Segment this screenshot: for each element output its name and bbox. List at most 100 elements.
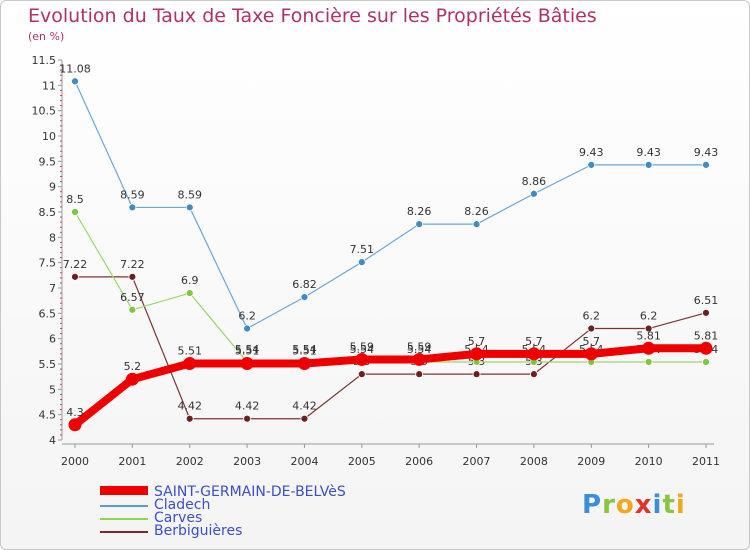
data-label: 9.43 (636, 146, 661, 159)
legend-swatch-carves (100, 518, 148, 520)
data-point (699, 341, 713, 355)
y-tick-label: 8 (49, 231, 56, 244)
legend-swatch-cladech (100, 505, 148, 507)
y-minor-tick (60, 64, 62, 66)
y-minor-tick (60, 393, 62, 395)
y-minor-tick (60, 221, 62, 223)
data-point (128, 305, 137, 314)
y-minor-tick (60, 191, 62, 193)
y-minor-tick (60, 404, 62, 406)
data-point (415, 220, 424, 229)
data-label: 4.42 (292, 400, 317, 413)
y-minor-tick (60, 419, 62, 421)
legend-label-carves: Carves (154, 510, 203, 526)
data-label: 5.7 (468, 335, 486, 348)
series-line-1 (74, 211, 707, 363)
y-minor-tick (60, 145, 62, 147)
y-tick-label: 10 (42, 130, 56, 143)
x-tick-label: 2009 (577, 455, 605, 468)
data-label: 4.42 (235, 400, 260, 413)
y-minor-tick (60, 196, 62, 198)
y-minor-tick (60, 125, 62, 127)
data-point (357, 258, 366, 267)
x-tick-label: 2000 (61, 455, 89, 468)
y-minor-tick (60, 181, 62, 183)
y-minor-tick (60, 368, 62, 370)
y-minor-tick (60, 373, 62, 375)
data-point (71, 208, 79, 216)
y-minor-tick (60, 434, 62, 436)
y-minor-tick (60, 241, 62, 243)
y-minor-tick (60, 328, 62, 330)
y-tick-label: 5 (49, 383, 56, 396)
data-point (68, 418, 82, 432)
y-minor-tick (60, 383, 62, 385)
data-point (185, 289, 194, 297)
y-minor-tick (60, 282, 62, 284)
chart-title: Evolution du Taux de Taxe Foncière sur l… (28, 5, 597, 27)
y-minor-tick (60, 155, 62, 157)
y-minor-tick (60, 322, 62, 324)
y-tick-label: 7.5 (39, 257, 57, 270)
data-label: 6.57 (120, 291, 145, 304)
y-minor-tick (60, 252, 62, 254)
y-tick-label: 11 (42, 79, 56, 92)
x-tick-label: 2001 (118, 455, 146, 468)
data-label: 8.26 (464, 205, 489, 218)
data-label: 5.54 (407, 343, 432, 356)
y-minor-tick (60, 272, 62, 274)
y-minor-tick (60, 165, 62, 167)
y-minor-tick (60, 358, 62, 360)
data-point (644, 324, 653, 333)
y-minor-tick (60, 343, 62, 345)
data-label: 4.3 (66, 406, 84, 419)
x-tick-label: 2008 (520, 455, 548, 468)
data-label: 5.81 (636, 329, 661, 342)
data-point (472, 370, 481, 379)
data-point (185, 203, 194, 212)
y-minor-tick (60, 120, 62, 122)
data-point (527, 347, 541, 361)
data-point (243, 324, 251, 333)
y-minor-tick (60, 89, 62, 91)
y-minor-tick (60, 150, 62, 152)
data-point (240, 356, 254, 370)
y-minor-tick (60, 79, 62, 81)
data-label: 5.7 (525, 335, 543, 348)
y-tick-label: 9 (49, 181, 56, 194)
data-point (644, 358, 653, 366)
data-label: 7.22 (63, 258, 88, 271)
data-label: 11.08 (59, 62, 91, 75)
data-label: 4.42 (177, 400, 202, 413)
data-point (530, 370, 538, 379)
series-line-3 (71, 344, 710, 429)
y-minor-tick (60, 226, 62, 228)
data-point (587, 160, 596, 169)
data-point (357, 370, 366, 379)
y-minor-tick (60, 292, 62, 294)
x-tick-label: 2007 (463, 455, 491, 468)
y-minor-tick (60, 201, 62, 203)
legend-label-cladech: Cladech (154, 497, 211, 513)
y-minor-tick (60, 409, 62, 411)
data-label: 6.82 (292, 278, 317, 291)
y-minor-tick (60, 348, 62, 350)
y-minor-tick (60, 333, 62, 335)
y-minor-tick (60, 302, 62, 304)
x-tick-label: 2010 (635, 455, 663, 468)
data-point (642, 341, 656, 355)
y-minor-tick (60, 105, 62, 107)
data-label: 5.81 (694, 329, 719, 342)
y-minor-tick (60, 398, 62, 400)
y-tick-label: 4 (49, 434, 56, 447)
data-label: 8.5 (66, 193, 84, 206)
data-label: 7.51 (350, 243, 375, 256)
data-point (412, 352, 426, 366)
data-label: 7.22 (120, 258, 145, 271)
data-point (128, 203, 137, 212)
data-label: 8.59 (177, 188, 202, 201)
data-label: 5.51 (292, 344, 317, 357)
data-point (355, 352, 369, 366)
y-tick-label: 4.5 (39, 409, 57, 422)
